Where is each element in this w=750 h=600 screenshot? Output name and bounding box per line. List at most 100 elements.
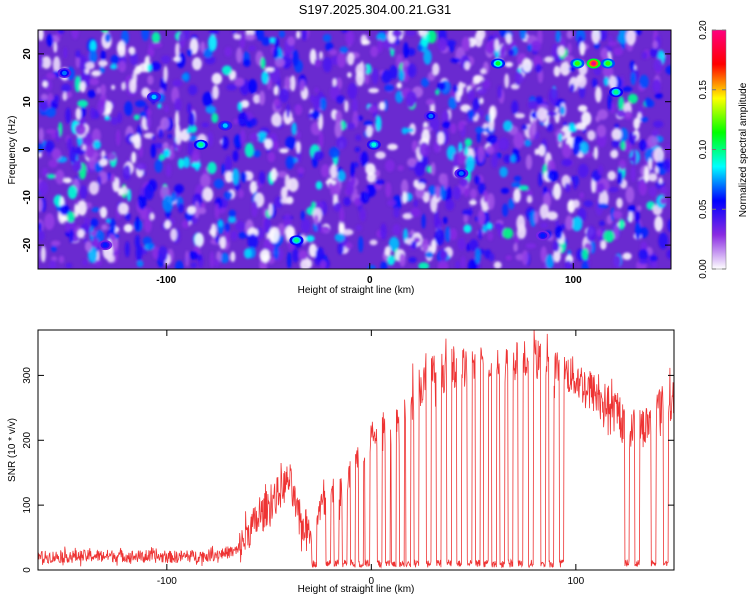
spectrogram-cell xyxy=(137,193,147,210)
spectrogram-cell xyxy=(84,68,90,74)
spectrogram-cell xyxy=(273,245,279,260)
spectrogram-cell xyxy=(459,177,469,187)
spectrogram-cell xyxy=(181,219,190,229)
spectrogram-cell xyxy=(210,223,217,238)
spectrogram-cell xyxy=(665,144,671,153)
spectrogram-cell xyxy=(110,116,119,125)
spectrogram-cell xyxy=(45,107,56,118)
spectrogram-cell xyxy=(353,162,359,168)
spectrogram-cell xyxy=(38,127,44,142)
spectrogram-cell xyxy=(131,151,137,164)
spectrogram-cell xyxy=(384,84,395,92)
spectrogram-cell xyxy=(393,206,400,219)
colorbar-tick-label: 0.15 xyxy=(698,80,709,100)
spectrogram-ytick-label: -10 xyxy=(22,190,33,205)
spectrogram-cell xyxy=(600,47,609,60)
spectrogram-cell xyxy=(201,122,210,128)
spectrogram-cell xyxy=(450,57,461,64)
spectrogram-cell xyxy=(564,55,574,63)
spectrogram-cell xyxy=(236,47,243,64)
spectrogram-cell xyxy=(603,76,610,87)
spectrogram-cell xyxy=(378,101,385,111)
spectrogram-cell xyxy=(200,173,211,188)
spectrogram-cell xyxy=(665,65,671,75)
spectrogram-cell xyxy=(434,210,440,228)
spectrogram-cell xyxy=(593,146,599,160)
spectrogram-cell xyxy=(478,182,486,195)
spectrogram-cell xyxy=(184,30,190,40)
spectrogram-cell xyxy=(314,58,321,68)
spectrogram-cell xyxy=(270,167,278,182)
spectrogram-cell xyxy=(439,185,446,201)
spectrogram-cell xyxy=(235,220,246,232)
spectrogram-cell xyxy=(238,189,244,199)
spectrogram-cell xyxy=(603,230,615,243)
colorbar-tick-label: 0.00 xyxy=(698,259,709,279)
colorbar-ticks: 0.00 0.05 0.10 0.15 0.20 xyxy=(698,20,726,279)
spectrogram-cell xyxy=(211,72,223,85)
spectrogram-cell xyxy=(534,148,540,156)
spectrogram-cell xyxy=(176,52,186,69)
spectrogram-cell xyxy=(77,229,85,239)
spectrogram-cell xyxy=(263,217,272,234)
spectrogram-cell xyxy=(313,150,324,161)
spectrogram-cell xyxy=(548,87,559,105)
spectrogram-cell xyxy=(49,260,57,269)
snr-xlabel: Height of straight line (km) xyxy=(298,584,415,595)
spectrogram-cell xyxy=(51,245,57,252)
spectrogram-cell xyxy=(626,30,636,46)
spectrogram-cell xyxy=(225,222,230,233)
spectrogram-cell xyxy=(443,173,449,190)
spectrogram-cell xyxy=(421,129,431,145)
spectrogram-cell xyxy=(635,210,640,224)
spectrogram-cell xyxy=(474,248,481,264)
spectrogram-cell xyxy=(129,52,139,66)
spectrogram-cell xyxy=(477,209,486,226)
spectrogram-cell xyxy=(336,136,348,150)
spectrogram-cell xyxy=(38,96,50,112)
spectrogram-cell xyxy=(334,110,343,126)
spectrogram-cell xyxy=(170,228,178,241)
spectrogram-cell xyxy=(450,123,457,134)
spectrogram-cell xyxy=(93,140,101,150)
spectrogram-cell xyxy=(345,30,355,46)
spectrogram-cell xyxy=(141,30,150,41)
spectrogram-cell xyxy=(297,167,305,174)
snr-ytick-label: 0 xyxy=(22,567,33,573)
spectrogram-cell xyxy=(177,202,184,214)
spectrogram-cell xyxy=(247,233,259,249)
spectrogram-cell xyxy=(596,229,603,237)
spectrogram-cell xyxy=(190,162,202,168)
spectrogram-cell xyxy=(116,129,121,146)
spectrogram-cell xyxy=(38,230,45,242)
spectrogram-cell xyxy=(571,216,583,232)
spectrogram-cell xyxy=(568,125,578,133)
spectrogram-cell xyxy=(445,226,451,243)
spectrogram-cell xyxy=(399,253,406,267)
spectrogram-cell xyxy=(287,251,292,269)
spectrogram-cell xyxy=(151,31,161,44)
spectrogram-cell xyxy=(311,201,316,210)
spectrogram-cell xyxy=(160,117,170,130)
spectrogram-cell xyxy=(600,240,607,250)
spectrogram-cell xyxy=(51,148,62,161)
spectrogram-cell xyxy=(513,188,521,203)
spectrogram-cell xyxy=(426,98,435,106)
spectrogram-cell xyxy=(76,145,81,155)
spectrogram-cell xyxy=(371,68,379,85)
spectrogram-cell xyxy=(628,210,634,223)
spectrogram-cell xyxy=(551,43,560,60)
spectrogram-cell xyxy=(268,202,273,217)
spectrogram-cell xyxy=(107,254,115,263)
spectrogram-cell xyxy=(175,129,183,145)
spectrogram-cell xyxy=(406,48,416,56)
spectrogram-cell xyxy=(89,49,98,64)
spectrogram-cell xyxy=(261,36,271,46)
spectrogram-cell xyxy=(269,226,280,244)
spectrogram-cell xyxy=(489,107,494,123)
spectrogram-cell xyxy=(640,116,649,123)
spectrogram-cell xyxy=(434,228,445,246)
spectrogram-cell xyxy=(658,177,663,184)
spectrogram-cell xyxy=(319,51,323,60)
spectrogram-cell xyxy=(219,236,226,250)
